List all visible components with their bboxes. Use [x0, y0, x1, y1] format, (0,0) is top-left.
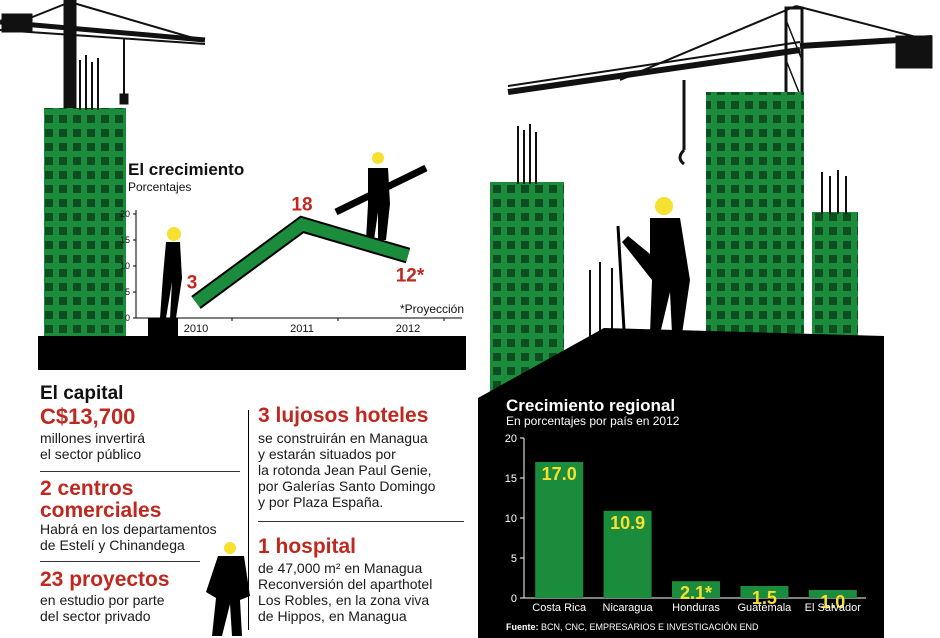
- x-tick-label: Honduras: [672, 602, 720, 614]
- source-note: Fuente: BCN, CNC, EMPRESARIOS E INVESTIG…: [506, 622, 759, 632]
- growth-line-chart: 0 5 10 15 20 2010 2011 2012 3 18 12*: [120, 194, 462, 335]
- hospital-text-line: Los Robles, en la zona viva: [258, 592, 430, 608]
- y-tick-label: 0: [511, 593, 517, 605]
- hotels-text-line: y por Plaza España.: [258, 494, 384, 510]
- regional-chart-title: Crecimiento regional: [506, 396, 676, 415]
- column-divider: [248, 410, 249, 630]
- divider: [258, 521, 464, 522]
- hospital-text-line: Reconversión del aparthotel: [258, 576, 433, 592]
- left-building-scaffold: [44, 108, 126, 340]
- projects-text-line-1: en estudio por parte: [40, 592, 165, 608]
- left-rebar: [79, 55, 99, 110]
- x-tick-label: El Salvador: [805, 602, 862, 614]
- growth-data-label: 18: [291, 194, 312, 215]
- capital-title: El capital: [40, 383, 124, 404]
- capital-amount: C$13,700: [40, 404, 136, 429]
- y-tick-label: 10: [120, 261, 130, 271]
- bar-value-label: 10.9: [610, 513, 645, 533]
- left-crane: [0, 0, 206, 113]
- growth-chart-title: El crecimiento: [128, 160, 245, 179]
- projects-title: 23 proyectos: [40, 568, 170, 591]
- bar-value-label: 17.0: [542, 464, 577, 484]
- hospital-title: 1 hospital: [258, 535, 357, 558]
- right-building-scaffold-2: [706, 92, 804, 352]
- x-tick-label: Costa Rica: [532, 602, 587, 614]
- capital-text-line-2: el sector público: [40, 446, 142, 462]
- x-tick-label: 2012: [396, 323, 420, 335]
- bar: [672, 581, 720, 598]
- hotels-title: 3 lujosos hoteles: [258, 404, 429, 427]
- malls-title-line-1: 2 centros: [40, 477, 134, 500]
- projects-text-line-2: del sector privado: [40, 608, 151, 624]
- source-text: BCN, CNC, EMPRESARIOS E INVESTIGACIÓN EN…: [541, 622, 759, 632]
- hospital-text-line: de Hippos, en Managua: [258, 608, 407, 624]
- hotels-text-line: la rotonda Jean Paul Genie,: [258, 462, 432, 478]
- y-tick-label: 20: [505, 433, 517, 445]
- bar: [808, 590, 857, 598]
- bar-value-label: 1.0: [820, 592, 845, 612]
- bar: [535, 462, 584, 598]
- y-tick-label: 0: [125, 313, 130, 323]
- source-label: Fuente:: [506, 622, 539, 632]
- divider: [40, 561, 200, 562]
- hospital-text-line: de 47,000 m² en Managua: [258, 560, 423, 576]
- bar-value-label: 1.5: [752, 588, 777, 608]
- regional-chart-subtitle: En porcentajes por país en 2012: [506, 414, 680, 428]
- y-tick-label: 5: [511, 553, 517, 565]
- y-tick-label: 20: [120, 209, 130, 219]
- worker-carrying-beam: [334, 152, 428, 240]
- growth-line: [192, 217, 410, 308]
- worker-silhouette-bottom: [206, 542, 250, 636]
- malls-title-line-2: comerciales: [40, 499, 162, 522]
- bar-value-label: 2.1*: [680, 583, 712, 603]
- worker-silhouette-left: [160, 227, 182, 318]
- capital-text-line-1: millones invertirá: [40, 430, 146, 446]
- malls-text-line-1: Habrá en los departamentos: [40, 521, 217, 537]
- growth-data-label: 3: [187, 272, 198, 293]
- hotels-text-line: por Galerías Santo Domingo: [258, 478, 436, 494]
- y-tick-label: 15: [120, 235, 130, 245]
- worker-silhouette-right: [616, 197, 690, 334]
- growth-data-label: 12*: [396, 266, 425, 287]
- bar: [740, 586, 789, 598]
- hotels-text-line: y estarán situados por: [258, 446, 396, 462]
- y-tick-label: 5: [125, 287, 130, 297]
- right-rebar: [517, 124, 847, 340]
- left-ground-slab: [38, 336, 466, 370]
- x-tick-label: Guatemala: [737, 602, 792, 614]
- x-tick-label: Nicaragua: [603, 602, 654, 614]
- y-tick-label: 15: [505, 473, 517, 485]
- hotels-text-line: se construirán en Managua: [258, 430, 428, 446]
- x-tick-label: 2010: [184, 323, 208, 335]
- growth-chart-note: *Proyección: [400, 302, 465, 316]
- growth-chart-subtitle: Porcentajes: [128, 180, 192, 194]
- divider: [40, 471, 240, 472]
- bar: [603, 510, 652, 598]
- x-tick-label: 2011: [290, 323, 314, 335]
- worker-pedestal: [148, 318, 178, 338]
- malls-text-line-2: de Estelí y Chinandega: [40, 537, 185, 553]
- y-tick-label: 10: [505, 513, 517, 525]
